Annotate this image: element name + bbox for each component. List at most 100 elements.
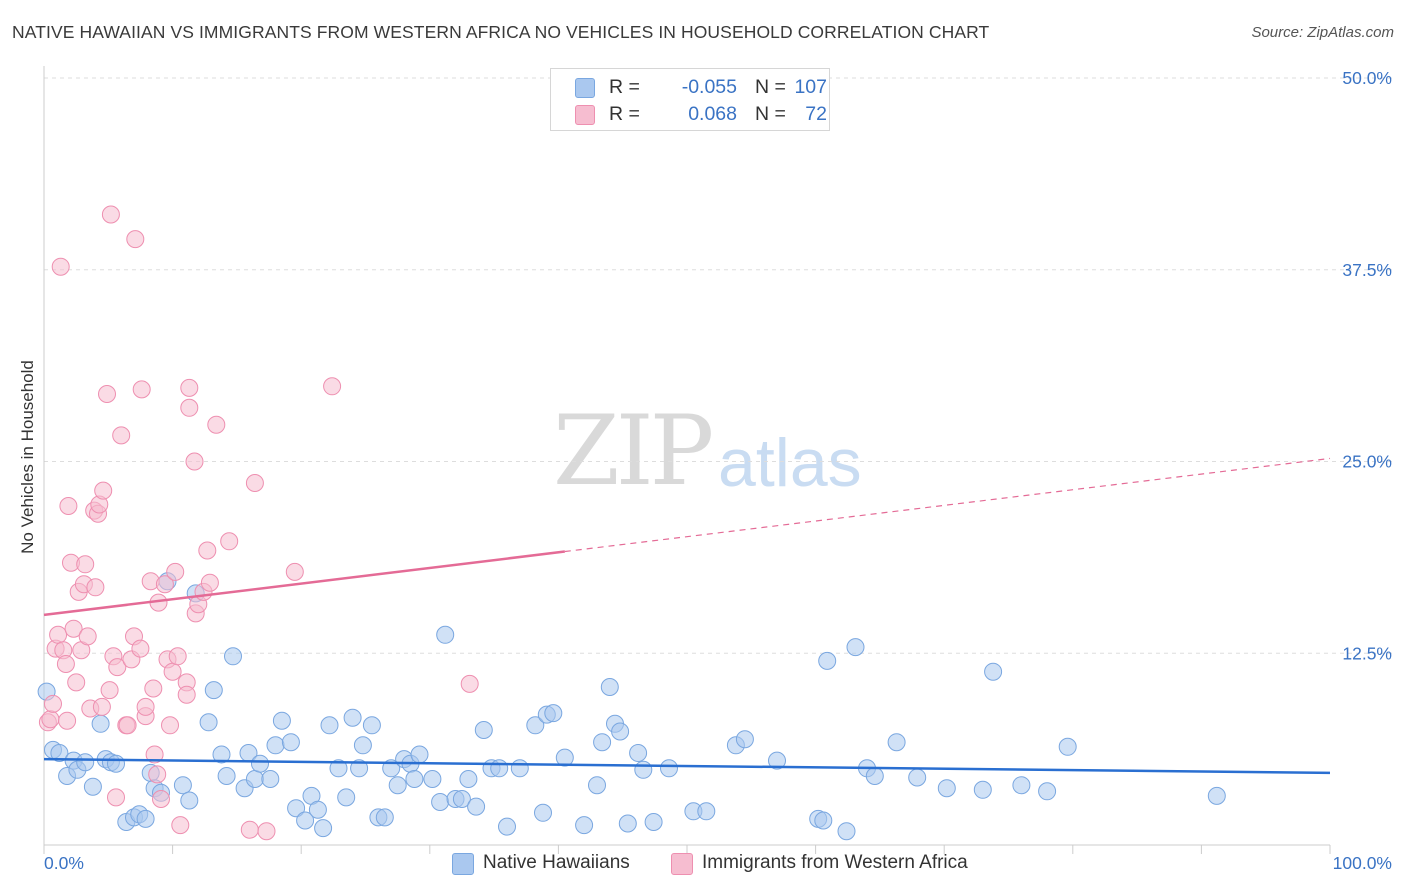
data-point <box>1038 782 1057 801</box>
data-point <box>984 662 1003 681</box>
data-point <box>618 814 637 833</box>
data-point <box>49 625 68 644</box>
data-point <box>329 759 348 778</box>
data-point <box>198 541 217 560</box>
legend-n-value: 107 <box>794 76 827 98</box>
data-point <box>644 813 663 831</box>
data-point <box>161 716 179 735</box>
data-point <box>94 481 113 500</box>
data-point <box>375 808 394 827</box>
data-point <box>498 817 516 836</box>
data-point <box>180 378 199 397</box>
data-point <box>136 809 155 828</box>
data-point <box>735 730 754 749</box>
data-point <box>410 745 429 764</box>
data-point <box>136 697 155 716</box>
watermark-zip: ZIP <box>553 395 714 507</box>
data-point <box>343 708 362 727</box>
data-point <box>510 759 529 778</box>
legend-label: Immigrants from Western Africa <box>702 852 968 873</box>
data-point <box>199 713 218 732</box>
x-tick-label-min: 0.0% <box>44 853 84 873</box>
data-point <box>1207 786 1226 805</box>
data-point <box>92 697 111 716</box>
data-point <box>204 681 223 700</box>
data-point <box>171 816 190 835</box>
data-point <box>166 562 185 581</box>
data-point <box>200 573 219 592</box>
axes <box>43 66 1331 854</box>
data-point <box>155 575 174 594</box>
data-point <box>245 770 264 788</box>
legend-n-label: N = <box>755 103 786 125</box>
data-point <box>575 816 594 835</box>
y-tick-label: 12.5% <box>1342 643 1392 663</box>
data-point <box>163 662 182 681</box>
data-point <box>285 562 304 581</box>
data-point <box>460 674 479 693</box>
data-point <box>112 426 131 445</box>
data-point <box>350 759 369 778</box>
data-point <box>272 711 291 730</box>
data-point <box>818 651 837 670</box>
data-point <box>308 800 327 819</box>
legend-label: Native Hawaiians <box>483 852 630 873</box>
legend-r-label: R = <box>609 103 640 125</box>
data-point <box>101 205 120 224</box>
data-point <box>323 377 342 396</box>
correlation-legend: R = -0.055 N = 107 R = 0.068 N = 72 <box>550 68 830 131</box>
data-point <box>459 770 478 788</box>
legend-swatch-blue <box>575 78 595 98</box>
data-point <box>908 768 927 787</box>
data-point <box>131 639 150 658</box>
data-point <box>423 770 442 788</box>
legend-swatch-blue <box>452 853 474 875</box>
data-point <box>887 733 906 752</box>
data-point <box>814 811 833 830</box>
data-point <box>59 497 78 515</box>
data-point <box>177 685 196 704</box>
trend-line-solid <box>43 550 565 617</box>
series-native-hawaiians <box>37 572 1226 841</box>
data-point <box>212 745 231 764</box>
data-point <box>100 681 119 700</box>
legend-swatch-pink <box>671 853 693 875</box>
data-point <box>41 710 60 729</box>
data-point <box>353 736 372 755</box>
chart-title: NATIVE HAWAIIAN VS IMMIGRANTS FROM WESTE… <box>12 22 990 42</box>
data-point <box>76 555 95 574</box>
trend-line-dashed <box>564 457 1331 553</box>
trend-line-solid <box>43 757 1331 775</box>
data-point <box>1012 776 1031 795</box>
data-point <box>98 385 116 403</box>
data-point <box>287 799 306 818</box>
data-point <box>251 754 269 773</box>
data-point <box>185 452 204 471</box>
data-point <box>224 647 242 666</box>
y-tick-label: 25.0% <box>1342 452 1392 472</box>
data-point <box>126 230 145 249</box>
tick-labels: 12.5% 25.0% 37.5% 50.0% 0.0% 100.0% <box>44 68 1392 873</box>
data-point <box>76 753 95 772</box>
data-point <box>266 736 285 755</box>
legend-n-label: N = <box>755 76 786 98</box>
data-point <box>67 673 86 692</box>
y-tick-label: 50.0% <box>1342 68 1392 88</box>
data-point <box>180 398 199 417</box>
data-point <box>83 777 102 796</box>
data-point <box>145 745 164 764</box>
data-point <box>634 760 653 779</box>
x-tick-label-max: 100.0% <box>1333 853 1392 873</box>
y-tick-label: 37.5% <box>1342 260 1392 280</box>
data-point <box>534 803 552 822</box>
data-point <box>51 257 70 276</box>
data-point <box>467 797 486 816</box>
data-point <box>50 744 69 762</box>
data-point <box>173 776 192 795</box>
data-point <box>148 765 167 784</box>
data-point <box>107 788 125 807</box>
data-point <box>44 694 62 713</box>
data-point <box>593 733 612 752</box>
data-point <box>78 627 97 646</box>
